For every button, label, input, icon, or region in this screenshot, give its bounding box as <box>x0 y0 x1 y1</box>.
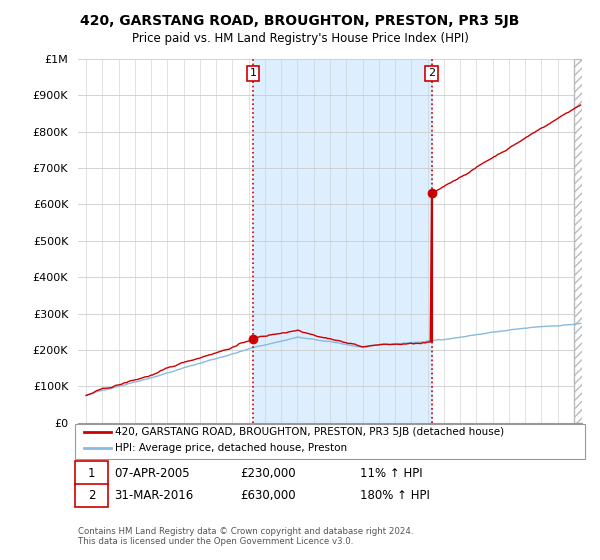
Text: 07-APR-2005: 07-APR-2005 <box>114 466 190 480</box>
Text: £230,000: £230,000 <box>240 466 296 480</box>
Text: 180% ↑ HPI: 180% ↑ HPI <box>360 489 430 502</box>
Text: 1: 1 <box>250 68 257 78</box>
Text: 1: 1 <box>88 466 95 480</box>
Text: Price paid vs. HM Land Registry's House Price Index (HPI): Price paid vs. HM Land Registry's House … <box>131 32 469 45</box>
Text: 420, GARSTANG ROAD, BROUGHTON, PRESTON, PR3 5JB: 420, GARSTANG ROAD, BROUGHTON, PRESTON, … <box>80 14 520 28</box>
Text: £630,000: £630,000 <box>240 489 296 502</box>
Text: 11% ↑ HPI: 11% ↑ HPI <box>360 466 422 480</box>
Text: 420, GARSTANG ROAD, BROUGHTON, PRESTON, PR3 5JB (detached house): 420, GARSTANG ROAD, BROUGHTON, PRESTON, … <box>115 427 505 437</box>
Text: 31-MAR-2016: 31-MAR-2016 <box>114 489 193 502</box>
Text: 2: 2 <box>88 489 95 502</box>
Bar <box>574 59 590 423</box>
Bar <box>574 59 590 423</box>
Text: Contains HM Land Registry data © Crown copyright and database right 2024.
This d: Contains HM Land Registry data © Crown c… <box>78 526 413 546</box>
Bar <box>253 59 431 423</box>
Text: HPI: Average price, detached house, Preston: HPI: Average price, detached house, Pres… <box>115 444 347 453</box>
Text: 2: 2 <box>428 68 435 78</box>
